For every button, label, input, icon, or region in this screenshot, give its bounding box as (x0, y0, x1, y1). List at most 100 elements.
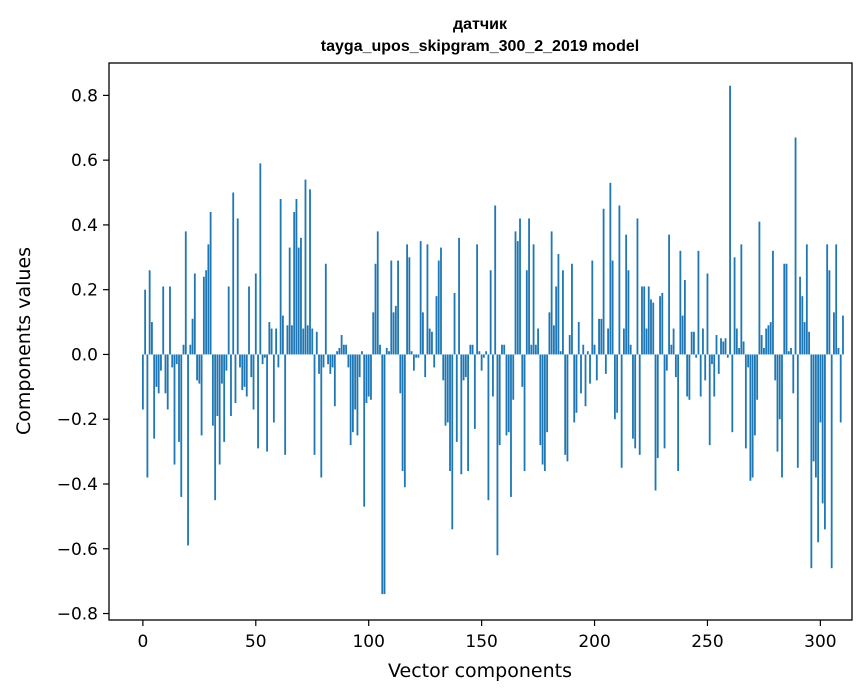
bar-141 (460, 354, 463, 475)
bar-75 (311, 328, 314, 355)
bar-142 (462, 354, 465, 381)
bar-220 (638, 354, 641, 455)
bar-72 (304, 179, 307, 355)
bar-254 (715, 335, 718, 355)
bar-259 (726, 354, 729, 358)
bar-153 (487, 354, 490, 501)
bar-52 (259, 163, 262, 355)
bar-7 (157, 354, 160, 394)
x-axis: 0 50 100 150 200 250 300 (137, 620, 837, 652)
bar-265 (740, 244, 743, 355)
bar-175 (537, 328, 539, 355)
bar-247 (699, 354, 702, 397)
bar-86 (336, 351, 338, 355)
bar-19 (184, 231, 187, 355)
bar-126 (426, 244, 429, 355)
bar-116 (403, 354, 406, 488)
bar-37 (225, 354, 228, 371)
bar-216 (629, 344, 632, 355)
bar-32 (214, 354, 217, 501)
y-tick-label: 0.2 (71, 281, 98, 301)
bar-268 (747, 354, 750, 368)
bar-47 (248, 286, 250, 355)
bar-80 (322, 354, 325, 368)
bar-110 (390, 260, 393, 355)
bar-233 (668, 234, 670, 355)
bar-231 (663, 354, 666, 449)
bar-124 (422, 312, 424, 355)
bar-201 (595, 354, 598, 381)
bar-128 (431, 331, 433, 355)
bar-179 (546, 354, 549, 433)
bar-207 (609, 182, 612, 355)
bar-230 (661, 292, 664, 355)
bar-298 (814, 354, 817, 478)
bar-42 (236, 218, 239, 355)
bar-59 (275, 328, 278, 355)
bar-277 (767, 325, 770, 355)
bar-217 (632, 354, 634, 439)
bar-186 (562, 270, 564, 355)
bar-172 (530, 344, 533, 355)
bar-170 (525, 270, 528, 355)
bar-51 (257, 354, 259, 449)
bar-193 (577, 322, 580, 355)
bar-46 (245, 354, 248, 397)
bar-156 (494, 205, 497, 355)
bar-223 (645, 328, 648, 355)
bar-263 (735, 328, 738, 355)
bar-71 (302, 328, 305, 355)
bar-280 (774, 354, 777, 381)
bar-267 (744, 354, 747, 449)
bar-160 (503, 344, 506, 355)
bar-0 (141, 354, 144, 410)
bar-111 (392, 312, 395, 355)
bar-64 (286, 325, 289, 355)
bar-203 (600, 318, 603, 355)
bar-41 (234, 354, 237, 404)
bar-60 (277, 354, 280, 368)
bar-143 (464, 354, 467, 378)
bar-73 (306, 325, 309, 355)
x-tick-label: 200 (578, 632, 610, 652)
bar-161 (505, 354, 508, 436)
bar-45 (243, 354, 246, 387)
bar-237 (677, 354, 680, 472)
bar-125 (424, 354, 427, 378)
bar-227 (654, 354, 657, 491)
bar-188 (566, 354, 569, 462)
bar-178 (543, 354, 546, 472)
bar-302 (824, 354, 826, 530)
bar-212 (620, 354, 623, 468)
bar-58 (272, 354, 275, 423)
bar-222 (643, 286, 646, 355)
bar-162 (507, 354, 510, 433)
bar-279 (772, 250, 774, 355)
x-tick-label: 0 (137, 632, 148, 652)
bar-15 (175, 354, 178, 365)
bar-271 (753, 354, 756, 436)
bar-232 (665, 354, 668, 371)
bar-61 (279, 199, 282, 355)
bar-287 (790, 347, 792, 355)
chart-subtitle: tayga_upos_skipgram_300_2_2019 model (321, 38, 639, 55)
bar-85 (333, 354, 336, 407)
bar-27 (202, 276, 205, 355)
bar-236 (674, 354, 677, 378)
bar-108 (385, 347, 388, 355)
bar-6 (155, 354, 158, 387)
bar-299 (817, 354, 820, 543)
bar-183 (555, 286, 558, 355)
y-axis: −0.8 −0.6 −0.4 −0.2 0.0 0.2 0.4 0.6 0.8 (57, 86, 109, 625)
bar-195 (582, 344, 585, 355)
bar-262 (733, 257, 736, 355)
y-tick-label: −0.8 (57, 605, 98, 625)
bar-14 (173, 354, 176, 465)
bar-184 (557, 254, 560, 355)
bar-87 (338, 347, 341, 355)
bar-55 (266, 354, 268, 452)
bar-159 (501, 344, 503, 355)
bar-97 (361, 351, 363, 355)
bar-199 (591, 260, 594, 355)
bar-187 (564, 354, 567, 455)
